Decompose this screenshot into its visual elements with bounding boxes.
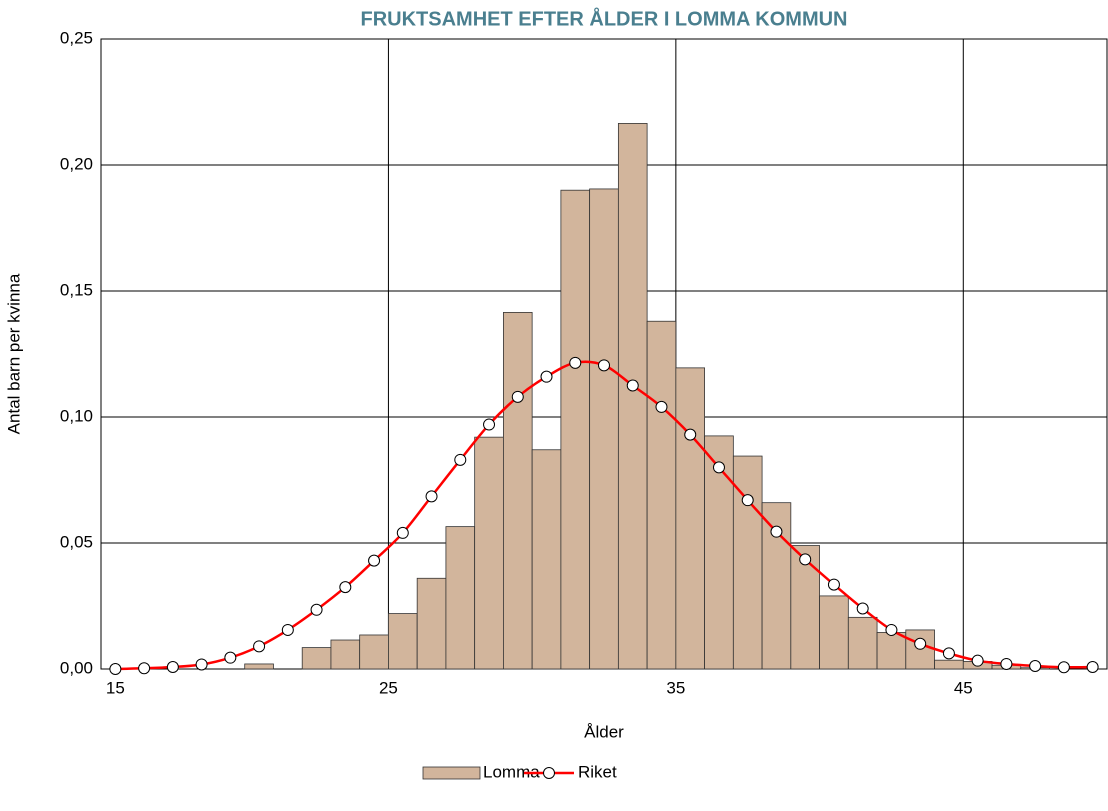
bar: [359, 634, 389, 670]
marker: [598, 359, 610, 372]
marker: [138, 662, 151, 675]
bar: [876, 632, 907, 670]
marker: [856, 602, 869, 615]
y-axis-label: Antal barn per kvinna: [4, 273, 23, 434]
marker: [885, 623, 898, 636]
bar: [416, 577, 447, 670]
bar: [934, 659, 964, 670]
marker: [569, 356, 582, 369]
marker: [425, 490, 438, 503]
x-tick-label: 25: [379, 678, 398, 697]
marker: [396, 526, 409, 539]
legend-swatch: [422, 766, 481, 780]
marker: [195, 658, 208, 671]
legend-label: Riket: [578, 762, 617, 781]
marker: [1029, 659, 1042, 672]
x-axis-label: Ålder: [584, 722, 624, 741]
y-tick-label: 0,25: [60, 28, 93, 47]
y-tick-label: 0,10: [60, 406, 93, 425]
bar: [301, 647, 332, 670]
y-tick-label: 0,00: [60, 658, 93, 677]
marker: [1057, 661, 1070, 674]
marker: [166, 660, 179, 673]
x-tick-label: 35: [666, 678, 685, 697]
marker: [483, 418, 496, 431]
marker: [224, 651, 237, 664]
bar: [790, 545, 820, 670]
bar: [244, 663, 274, 670]
marker: [253, 640, 266, 653]
marker: [770, 525, 783, 538]
marker: [368, 554, 381, 567]
marker: [942, 647, 955, 660]
marker: [281, 623, 294, 636]
marker: [712, 461, 725, 474]
marker: [827, 578, 840, 591]
marker: [684, 428, 697, 441]
bar: [474, 436, 504, 670]
legend-swatch: [543, 767, 555, 779]
chart-title: FRUKTSAMHET EFTER ÅLDER I LOMMA KOMMUN: [361, 6, 848, 30]
bar: [330, 639, 361, 670]
y-tick-label: 0,05: [60, 532, 93, 551]
marker: [655, 400, 668, 413]
x-tick-label: 45: [954, 678, 973, 697]
marker: [511, 390, 524, 403]
bar: [589, 188, 619, 670]
marker: [1086, 660, 1099, 673]
marker: [540, 370, 553, 383]
bar: [617, 123, 648, 670]
bar: [819, 595, 849, 670]
x-tick-label: 15: [106, 678, 125, 697]
marker: [109, 663, 122, 675]
marker: [339, 581, 352, 594]
marker: [799, 553, 812, 566]
bar: [675, 367, 705, 670]
marker: [914, 637, 927, 650]
bar: [502, 312, 533, 670]
marker: [971, 654, 984, 667]
bar: [531, 449, 562, 670]
marker: [454, 453, 467, 466]
legend-label: Lomma: [483, 762, 540, 781]
marker: [1000, 657, 1013, 670]
y-tick-label: 0,20: [60, 154, 93, 173]
marker: [310, 603, 323, 616]
bar: [388, 613, 418, 670]
y-tick-label: 0,15: [60, 280, 93, 299]
marker: [626, 379, 639, 392]
bar: [560, 189, 591, 670]
bar: [646, 320, 677, 670]
marker: [741, 494, 754, 507]
bar: [445, 526, 476, 670]
bar: [847, 616, 878, 670]
